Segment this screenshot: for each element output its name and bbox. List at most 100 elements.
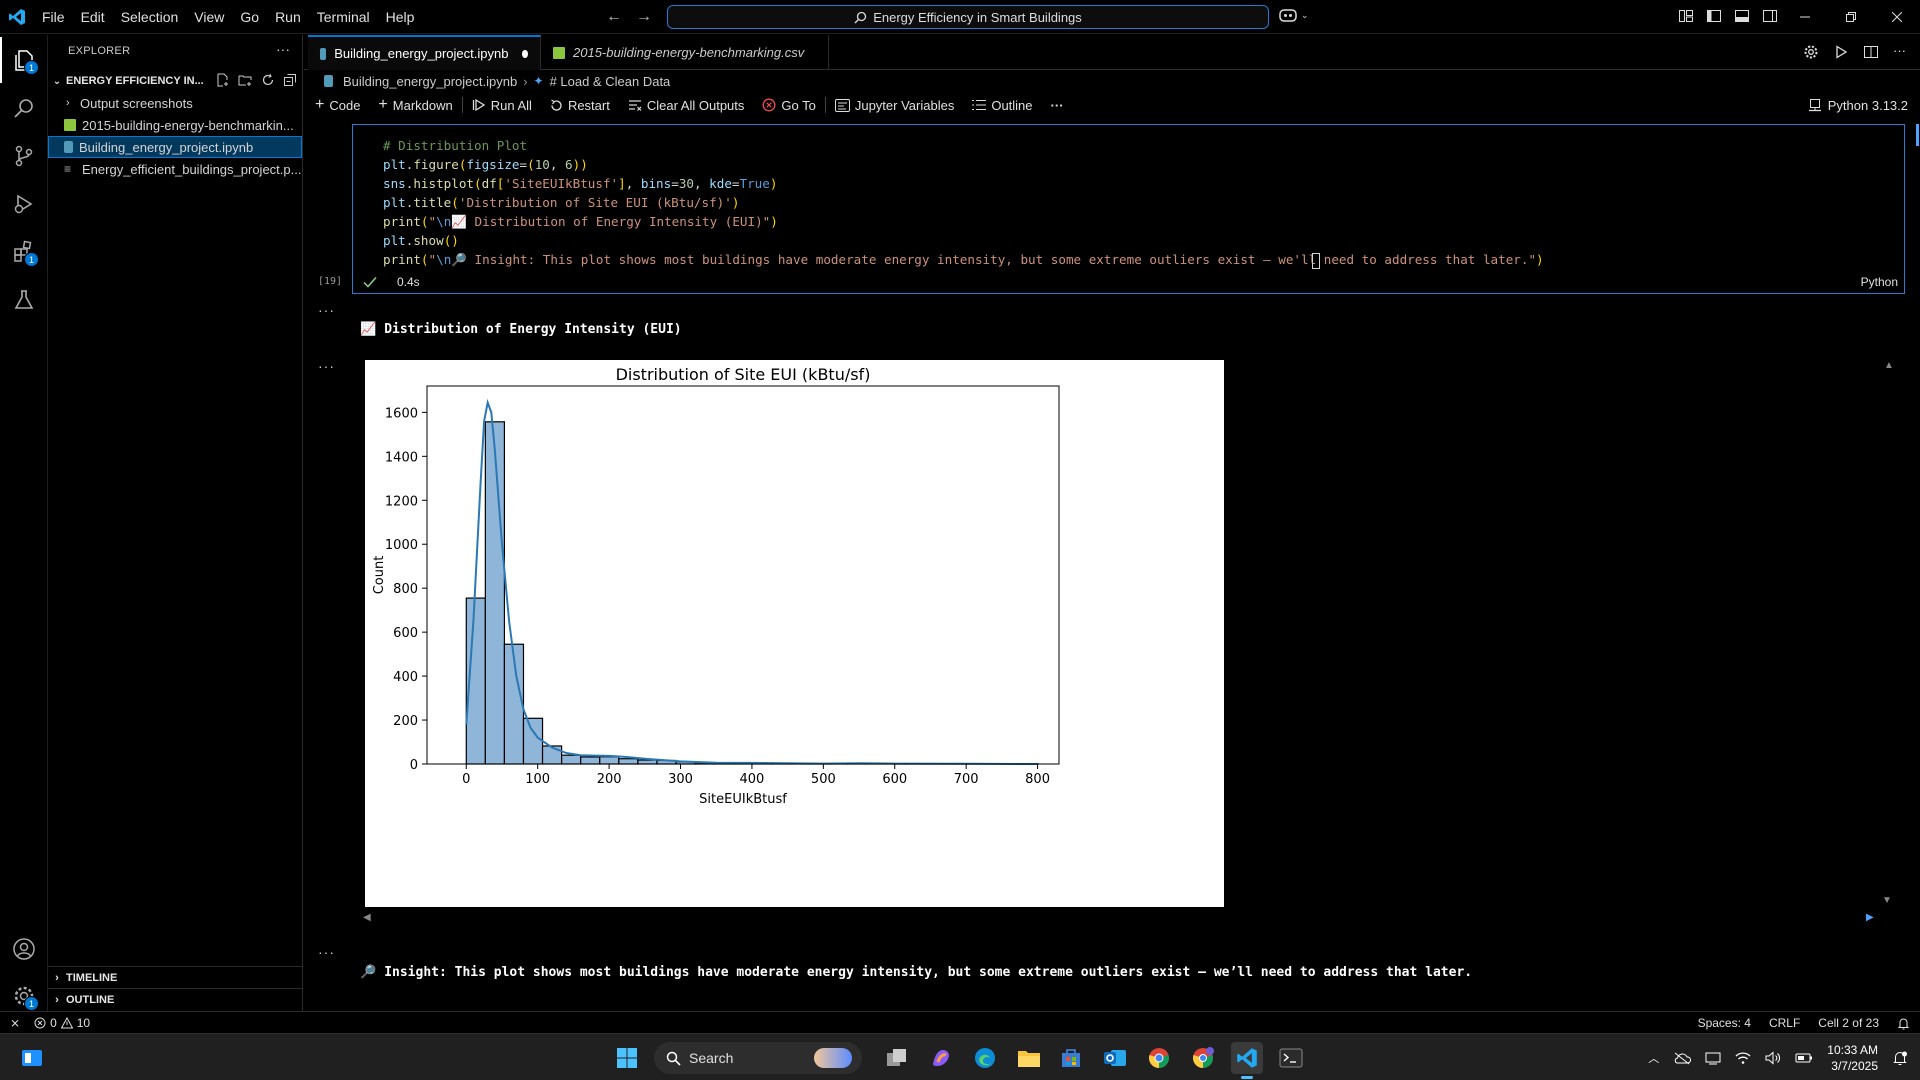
menu-help[interactable]: Help xyxy=(385,8,415,25)
code-line[interactable]: plt.figure(figsize=(10, 6)) xyxy=(383,157,588,172)
display-icon[interactable] xyxy=(1705,1051,1721,1065)
code-line[interactable]: sns.histplot(df['SiteEUIkBtusf'], bins=3… xyxy=(383,176,778,191)
code-line[interactable]: # Distribution Plot xyxy=(383,138,528,153)
split-editor-icon[interactable] xyxy=(1863,44,1879,60)
close-window-button[interactable] xyxy=(1874,0,1920,34)
unsaved-dot-icon[interactable] xyxy=(522,49,528,58)
kernel-picker[interactable]: Python 3.13.2 xyxy=(1808,92,1908,118)
outline-section-header[interactable]: › OUTLINE xyxy=(48,988,302,1010)
refresh-icon[interactable] xyxy=(261,73,275,90)
output-actions-icon[interactable]: ··· xyxy=(318,358,335,374)
breadcrumb-file[interactable]: Building_energy_project.ipynb xyxy=(343,73,518,89)
gear-icon[interactable] xyxy=(1803,44,1819,60)
workspace-folder-header[interactable]: ⌄ ENERGY EFFICIENCY IN... xyxy=(48,70,302,92)
tree-file-csv[interactable]: 2015-building-energy-benchmarkin... xyxy=(48,114,302,136)
breadcrumb-section[interactable]: # Load & Clean Data xyxy=(549,73,671,89)
tab-notebook[interactable]: Building_energy_project.ipynb xyxy=(308,35,541,70)
terminal-icon[interactable] xyxy=(1275,1042,1307,1074)
problems-indicator[interactable]: 0 10 xyxy=(30,1016,90,1030)
onedrive-paused-icon[interactable] xyxy=(1673,1051,1692,1065)
start-button[interactable] xyxy=(611,1042,643,1074)
menu-selection[interactable]: Selection xyxy=(120,8,179,25)
more-actions-icon[interactable]: ··· xyxy=(276,41,290,57)
code-line[interactable]: print("\n📈 Distribution of Energy Intens… xyxy=(383,214,778,229)
chevron-up-icon[interactable]: ︿ xyxy=(1648,1052,1660,1065)
scroll-right-icon[interactable]: ▶ xyxy=(1866,912,1874,923)
search-activity[interactable] xyxy=(0,85,48,131)
command-center-search[interactable]: Energy Efficiency in Smart Buildings xyxy=(667,5,1269,29)
vertical-scrollbar-thumb[interactable] xyxy=(1916,124,1919,146)
add-code-cell-button[interactable]: + Code xyxy=(306,92,369,118)
notification-bell-icon[interactable] xyxy=(1892,1050,1908,1066)
restart-kernel-button[interactable]: Restart xyxy=(541,92,619,118)
minimize-button[interactable] xyxy=(1782,0,1828,34)
new-file-icon[interactable] xyxy=(216,73,230,90)
vscode-taskbar-icon[interactable] xyxy=(1231,1042,1263,1079)
toggle-primary-sidebar-icon[interactable] xyxy=(1706,8,1722,24)
run-icon[interactable] xyxy=(1833,44,1849,60)
explorer-activity[interactable]: 1 xyxy=(0,37,48,83)
microsoft-store-icon[interactable] xyxy=(1055,1042,1087,1074)
file-explorer-icon[interactable] xyxy=(1013,1042,1045,1074)
scroll-down-icon[interactable]: ▼ xyxy=(1882,895,1892,906)
new-folder-icon[interactable] xyxy=(238,73,253,90)
edge-browser-icon[interactable] xyxy=(969,1042,1001,1074)
restore-button[interactable] xyxy=(1828,0,1874,34)
outline-button[interactable]: Outline xyxy=(963,92,1041,118)
source-control-activity[interactable] xyxy=(0,133,48,179)
code-line[interactable]: plt.show() xyxy=(383,233,459,248)
code-line[interactable]: print("\n🔎 Insight: This plot shows most… xyxy=(383,252,1544,267)
more-actions-icon[interactable]: ··· xyxy=(1893,43,1906,58)
menu-edit[interactable]: Edit xyxy=(80,8,105,25)
copilot-button[interactable]: ⌄ xyxy=(1278,7,1309,23)
bell-icon[interactable] xyxy=(1897,1017,1910,1030)
taskbar-search[interactable]: Search xyxy=(654,1042,862,1074)
collapse-all-icon[interactable] xyxy=(283,73,297,90)
toolbar-more-button[interactable]: ··· xyxy=(1042,92,1073,118)
menu-run[interactable]: Run xyxy=(275,8,301,25)
code-line[interactable]: plt.title('Distribution of Site EUI (kBt… xyxy=(383,195,740,210)
system-clock[interactable]: 10:33 AM 3/7/2025 xyxy=(1827,1042,1878,1074)
run-all-button[interactable]: Run All xyxy=(463,92,541,118)
jupyter-variables-button[interactable]: Jupyter Variables xyxy=(826,92,963,118)
tree-folder-output-screenshots[interactable]: › Output screenshots xyxy=(48,92,302,114)
widgets-icon[interactable] xyxy=(16,1042,48,1074)
copilot-app-icon[interactable] xyxy=(925,1042,957,1074)
remote-indicator-icon[interactable]: ⨯ xyxy=(10,1015,21,1030)
indentation-status[interactable]: Spaces: 4 xyxy=(1697,1016,1751,1030)
tree-file-notebook[interactable]: Building_energy_project.ipynb xyxy=(48,136,302,158)
accounts-activity[interactable] xyxy=(0,926,48,972)
chrome-icon[interactable] xyxy=(1143,1042,1175,1074)
scroll-left-icon[interactable]: ◀ xyxy=(363,912,371,923)
task-view-icon[interactable] xyxy=(881,1042,913,1074)
eol-status[interactable]: CRLF xyxy=(1768,1016,1801,1030)
forward-arrow-icon[interactable]: → xyxy=(636,8,652,25)
add-markdown-cell-button[interactable]: + Markdown xyxy=(369,92,461,118)
run-debug-activity[interactable] xyxy=(0,181,48,227)
menu-file[interactable]: File xyxy=(42,8,65,25)
tree-file-text[interactable]: ≡ Energy_efficient_buildings_project.p..… xyxy=(48,158,302,180)
menu-terminal[interactable]: Terminal xyxy=(316,8,370,25)
battery-icon[interactable] xyxy=(1795,1052,1813,1064)
customize-layout-icon[interactable] xyxy=(1678,8,1694,24)
code-cell[interactable]: # Distribution Plot plt.figure(figsize=(… xyxy=(352,124,1905,294)
toggle-panel-icon[interactable] xyxy=(1734,8,1750,24)
menu-go[interactable]: Go xyxy=(240,8,260,25)
timeline-section-header[interactable]: › TIMELINE xyxy=(48,966,302,988)
outlook-icon[interactable] xyxy=(1099,1042,1131,1074)
back-arrow-icon[interactable]: ← xyxy=(606,8,622,25)
output-actions-icon[interactable]: ··· xyxy=(318,944,335,960)
scroll-up-icon[interactable]: ▲ xyxy=(1884,360,1894,371)
testing-activity[interactable] xyxy=(0,277,48,323)
manage-activity[interactable]: 1 xyxy=(0,973,48,1019)
toggle-secondary-sidebar-icon[interactable] xyxy=(1762,8,1778,24)
wifi-icon[interactable] xyxy=(1735,1051,1751,1065)
extensions-activity[interactable]: 1 xyxy=(0,229,48,275)
cell-position-status[interactable]: Cell 2 of 23 xyxy=(1818,1016,1879,1030)
output-actions-icon[interactable]: ··· xyxy=(318,302,335,318)
volume-icon[interactable] xyxy=(1765,1050,1781,1065)
go-to-button[interactable]: Go To xyxy=(753,92,824,118)
clear-all-outputs-button[interactable]: Clear All Outputs xyxy=(619,92,754,118)
tab-csv[interactable]: 2015-building-energy-benchmarking.csv xyxy=(541,35,829,70)
menu-view[interactable]: View xyxy=(194,8,225,25)
